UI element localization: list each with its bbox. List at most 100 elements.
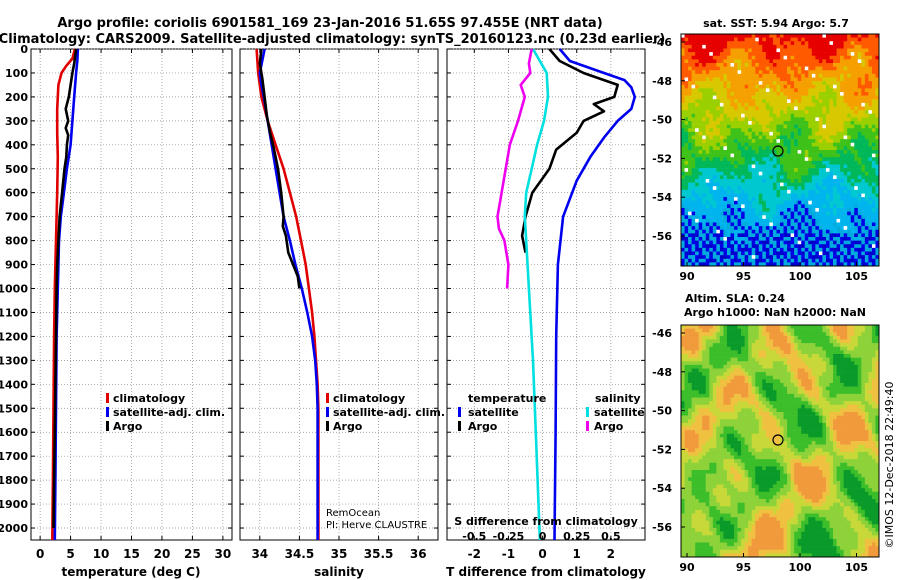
sla-cell: [861, 357, 866, 362]
sla-cell: [829, 372, 834, 377]
sst-cell: [868, 95, 873, 100]
sst-cell: [751, 150, 756, 154]
sst-cell: [755, 142, 760, 147]
sla-cell: [875, 350, 880, 355]
sst-cell: [755, 193, 760, 198]
sst-cell: [688, 182, 692, 187]
sst-cell: [815, 200, 820, 205]
sst-cell: [758, 179, 763, 183]
sst-cell: [751, 34, 756, 38]
sst-cell: [769, 63, 774, 67]
sst-cell: [681, 251, 685, 256]
sst-cell: [681, 211, 685, 216]
sst-cell: [794, 150, 798, 154]
sst-cell: [723, 88, 728, 93]
t-difference-tick-labels: -2 -1 0 1 2: [468, 547, 615, 561]
sst-cell: [790, 48, 795, 53]
sst-cell: [772, 77, 777, 82]
legend-swatch-argo: [106, 421, 109, 431]
sla-cell: [854, 350, 859, 355]
sst-cell: [825, 218, 830, 223]
sst-cell: [850, 77, 855, 82]
sla-cell: [801, 379, 806, 384]
sla-cell: [705, 383, 710, 387]
sst-cell: [843, 146, 848, 151]
sla-cell: [808, 368, 813, 373]
sst-cell: [780, 44, 784, 49]
sst-cell: [765, 66, 770, 71]
sst-cell: [833, 44, 837, 49]
sst-cell: [712, 262, 717, 267]
sst-cell: [709, 229, 714, 234]
sst-cell: [737, 186, 742, 191]
sla-cell: [854, 386, 859, 391]
sst-cell: [702, 44, 707, 49]
sst-cell: [688, 139, 692, 144]
sst-cell: [772, 124, 777, 129]
sst-cell: [681, 262, 685, 267]
sla-cell: [723, 346, 728, 351]
sst-cell: [776, 204, 781, 209]
sla-cell: [861, 339, 866, 344]
sst-cell: [854, 204, 859, 209]
sst-cell: [783, 193, 788, 198]
sst-cell: [684, 146, 689, 151]
sla-cell: [818, 343, 823, 348]
sst-cell: [741, 255, 745, 260]
sst-cell: [850, 81, 855, 86]
sst-cell: [868, 160, 873, 165]
sst-cell: [822, 175, 827, 180]
sst-cell: [868, 262, 873, 267]
sst-cell: [726, 146, 731, 151]
sst-cell: [691, 186, 696, 191]
sst-cell: [833, 102, 837, 107]
sst-cell: [723, 255, 728, 260]
sst-cell: [808, 37, 813, 42]
sla-cell: [843, 328, 848, 333]
sla-cell: [702, 368, 707, 373]
sst-cell: [765, 255, 770, 260]
sst-cell: [875, 66, 880, 71]
sst-cell: [797, 113, 802, 118]
sst-cell: [833, 124, 837, 129]
sst-cell: [748, 157, 753, 162]
sst-cell: [723, 131, 728, 136]
sst-cell: [783, 34, 788, 38]
sst-cell: [695, 168, 699, 173]
sst-cell: [734, 150, 738, 154]
sst-cell: [772, 92, 777, 96]
sst-cell: [705, 135, 710, 140]
sst-cell: [684, 182, 689, 187]
sst-cell: [695, 110, 699, 115]
sla-cell: [762, 354, 767, 358]
sst-cell: [847, 193, 852, 198]
sst-cell: [780, 208, 784, 212]
sst-cell: [836, 131, 841, 136]
sst-cell: [868, 186, 873, 191]
sst-cell: [709, 41, 714, 46]
sst-cell: [854, 193, 859, 198]
sst-cell: [871, 153, 876, 158]
sst-cell: [804, 55, 809, 60]
sst-cell: [734, 139, 738, 144]
sst-cell: [741, 215, 745, 220]
sst-cell: [847, 128, 852, 133]
sst-cell: [847, 182, 852, 187]
sst-cell: [691, 222, 696, 227]
sst-cell: [705, 59, 710, 64]
sla-cell: [843, 364, 848, 369]
sst-cell: [681, 222, 685, 227]
sla-cell: [868, 354, 873, 358]
sst-cell: [864, 66, 869, 71]
sst-cell: [758, 157, 763, 162]
sst-cell: [861, 55, 866, 60]
sst-cell: [684, 200, 689, 205]
sst-map-title: sat. SST: 5.94 Argo: 5.7: [703, 17, 849, 30]
sst-cell: [868, 164, 873, 169]
sla-cell: [861, 368, 866, 373]
temperature-panel: 0100200300400500600700800900100011001200…: [0, 43, 233, 579]
sla-cell: [744, 332, 749, 337]
sst-cell: [808, 204, 813, 209]
sst-cell: [755, 88, 760, 93]
sst-cell: [726, 34, 731, 38]
